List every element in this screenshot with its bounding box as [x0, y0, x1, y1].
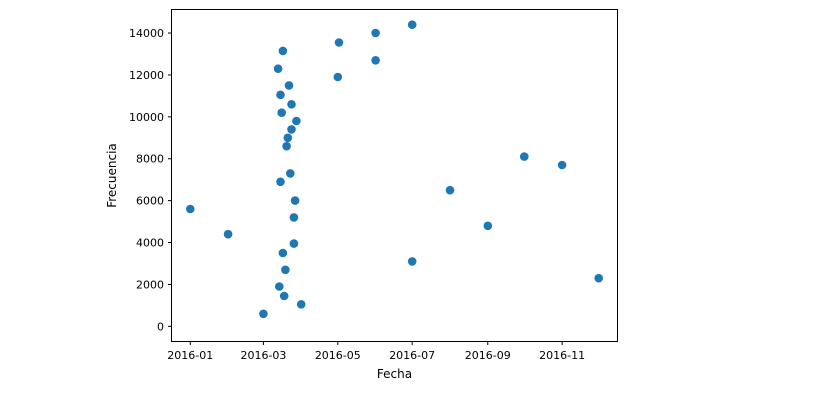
x-tick-label: 2016-11	[539, 349, 585, 362]
data-point	[277, 108, 287, 117]
data-point	[287, 125, 296, 134]
x-tick-label: 2016-05	[315, 349, 361, 362]
data-point	[278, 46, 288, 56]
y-tick-label: 8000	[136, 153, 164, 166]
data-point	[287, 100, 296, 109]
y-tick-label: 12000	[129, 69, 164, 82]
data-point	[289, 213, 299, 222]
data-points	[186, 20, 603, 319]
data-point	[284, 81, 294, 90]
y-axis: 0 2000 4000 6000 8000 10000 12000 14000	[129, 27, 172, 333]
x-tick-label: 2016-07	[389, 349, 435, 362]
data-point	[186, 204, 195, 214]
data-point	[223, 229, 233, 239]
data-point	[276, 90, 285, 100]
data-point	[557, 160, 567, 170]
data-point	[483, 221, 493, 231]
data-point	[279, 291, 289, 301]
data-point	[289, 239, 299, 248]
data-point	[292, 116, 301, 126]
y-tick-label: 10000	[129, 111, 164, 124]
y-axis-label: Frecuencia	[105, 143, 119, 208]
data-point	[286, 169, 295, 178]
data-point	[276, 177, 285, 187]
data-point	[281, 265, 290, 275]
data-point	[445, 185, 455, 195]
data-point	[334, 38, 344, 47]
data-point	[371, 56, 380, 65]
data-point	[275, 282, 284, 291]
plot-frame	[171, 9, 618, 342]
data-point	[333, 72, 343, 82]
data-point	[371, 28, 380, 38]
data-point	[520, 152, 529, 161]
data-point	[407, 20, 417, 30]
data-point	[282, 141, 291, 151]
x-tick-label: 2016-03	[240, 349, 286, 362]
data-point	[290, 196, 300, 205]
data-point	[296, 300, 306, 309]
y-tick-label: 0	[157, 320, 164, 333]
data-point	[273, 64, 283, 73]
x-tick-label: 2016-01	[167, 349, 213, 362]
x-axis: 2016-01 2016-03 2016-05 2016-07 2016-09 2016-…	[167, 341, 585, 362]
data-point	[278, 248, 288, 258]
y-tick-label: 2000	[136, 278, 164, 291]
data-point	[283, 133, 293, 143]
data-point	[594, 273, 603, 283]
y-tick-label: 14000	[129, 27, 164, 40]
y-tick-label: 4000	[136, 237, 164, 250]
x-axis-label: Fecha	[377, 367, 412, 381]
y-tick-label: 6000	[136, 195, 164, 208]
x-tick-label: 2016-09	[465, 349, 511, 362]
data-point	[259, 309, 268, 319]
data-point	[407, 257, 417, 266]
